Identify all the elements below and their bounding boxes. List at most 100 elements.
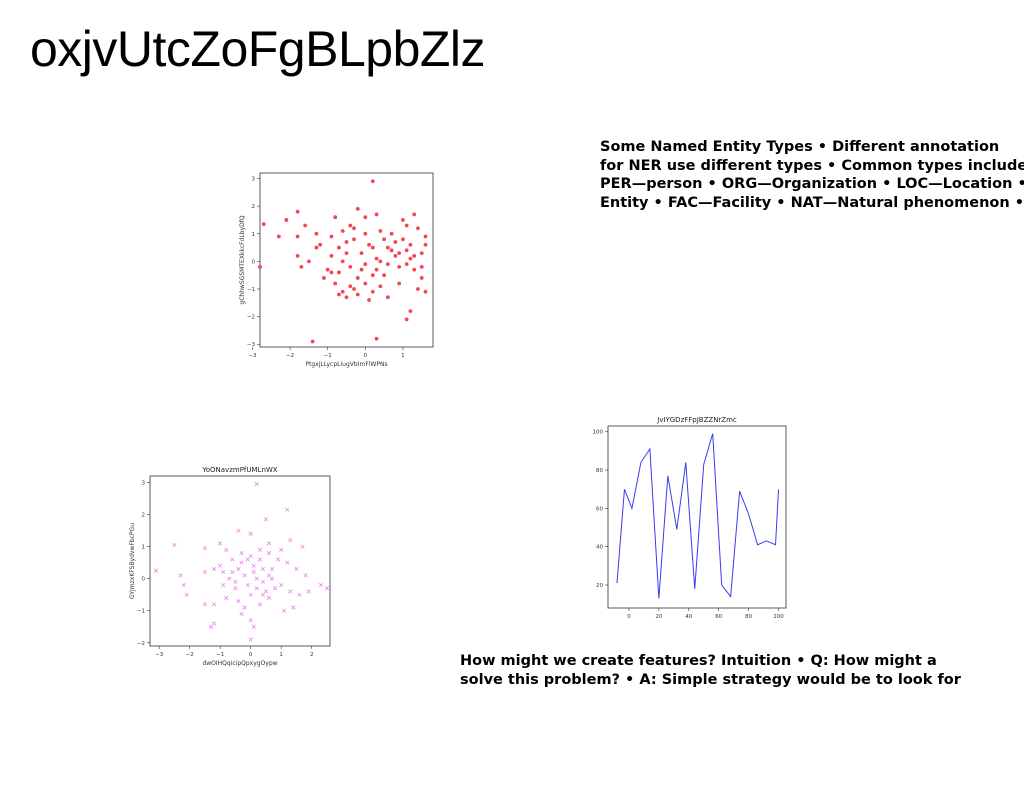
scatter-point bbox=[419, 276, 424, 280]
y-tick-label: −3 bbox=[247, 342, 256, 348]
scatter-point bbox=[374, 267, 379, 272]
scatter-point bbox=[295, 253, 300, 258]
scatter-point bbox=[348, 223, 353, 228]
scatter-point bbox=[423, 289, 428, 294]
scatter-point bbox=[261, 222, 266, 226]
scatter-point bbox=[419, 265, 424, 269]
scatter-point bbox=[324, 586, 330, 591]
scatter-point bbox=[385, 262, 390, 267]
scatter-chart-red: −3 −2 −1 0 1 −3 −2 −1 0 1 2 3 PtgxjLLycpLiugVbImFlWP… bbox=[239, 172, 434, 368]
scatter-point bbox=[257, 557, 262, 562]
text-line: PER—person • ORG—Organization • LOC—Loca… bbox=[600, 176, 1024, 192]
x-tick-label: 1 bbox=[279, 652, 283, 658]
scatter-point bbox=[211, 602, 217, 607]
x-tick-label: 100 bbox=[773, 614, 784, 620]
scatter-point bbox=[367, 298, 371, 302]
x-tick-label: 0 bbox=[249, 652, 253, 658]
y-tick-label: 0 bbox=[142, 577, 146, 583]
y-tick-label: 0 bbox=[252, 259, 256, 265]
scatter-point bbox=[291, 605, 296, 610]
scatter-point bbox=[242, 605, 247, 610]
scatter-point bbox=[412, 267, 417, 272]
y-tick-label: 80 bbox=[596, 468, 603, 474]
scatter-point bbox=[288, 589, 293, 594]
scatter-point bbox=[202, 546, 207, 551]
scatter-point bbox=[344, 295, 349, 300]
y-tick-label: 2 bbox=[252, 204, 256, 210]
scatter-point bbox=[258, 265, 262, 269]
scatter-point bbox=[318, 582, 323, 588]
scatter-point bbox=[236, 528, 241, 533]
scatter-point bbox=[318, 242, 323, 247]
scatter-point bbox=[218, 563, 223, 568]
scatter-point bbox=[363, 262, 368, 267]
scatter-point bbox=[239, 611, 244, 617]
scatter-point bbox=[314, 245, 319, 250]
scatter-point bbox=[273, 586, 278, 591]
scatter-point bbox=[257, 547, 262, 552]
scatter-point bbox=[393, 240, 398, 244]
scatter-point bbox=[329, 270, 334, 275]
scatter-point bbox=[333, 281, 338, 286]
scatter-point bbox=[404, 317, 409, 322]
y-tick-label: 60 bbox=[596, 506, 603, 512]
x-tick-label: −3 bbox=[248, 353, 257, 359]
scatter-point bbox=[172, 542, 177, 548]
scatter-point bbox=[236, 566, 241, 572]
scatter-point bbox=[367, 242, 371, 247]
scatter-point bbox=[245, 582, 250, 588]
scatter-point bbox=[370, 179, 375, 184]
scatter-point bbox=[397, 281, 402, 286]
plot-frame bbox=[259, 172, 434, 348]
scatter-point bbox=[211, 621, 217, 626]
scatter-point bbox=[419, 251, 424, 255]
scatter-point bbox=[260, 592, 265, 597]
scatter-point bbox=[266, 595, 272, 600]
line-chart-blue: JvIYGDzFFpJBZZNrZmc 0 20 40 60 80 100 20 40 60 80 1… bbox=[593, 416, 787, 620]
scatter-point bbox=[401, 237, 405, 242]
x-axis-label: PtgxjLLycpLiugVbImFlWPNs bbox=[305, 361, 387, 368]
text-block-features: How might we create features? Intuition … bbox=[460, 652, 961, 689]
scatter-point bbox=[359, 267, 364, 272]
scatter-point bbox=[397, 265, 402, 269]
line-series bbox=[616, 433, 780, 599]
text-line: for NER use different types • Common typ… bbox=[600, 157, 1024, 174]
scatter-point bbox=[284, 218, 289, 222]
scatter-point bbox=[378, 284, 383, 289]
scatter-point bbox=[299, 265, 304, 269]
y-tick-label: 1 bbox=[142, 545, 146, 551]
scatter-point bbox=[224, 595, 229, 600]
scatter-point bbox=[248, 637, 253, 642]
scatter-point bbox=[412, 212, 417, 217]
scatter-point bbox=[359, 251, 364, 255]
scatter-point bbox=[242, 573, 247, 578]
x-tick-label: −1 bbox=[324, 353, 332, 359]
scatter-point bbox=[227, 576, 232, 581]
scatter-point bbox=[374, 336, 379, 341]
scatter-point bbox=[329, 234, 334, 239]
scatter-point bbox=[382, 237, 387, 242]
scatter-point bbox=[355, 292, 360, 297]
y-tick-label: −2 bbox=[137, 641, 145, 647]
scatter-point bbox=[416, 287, 420, 291]
scatter-point bbox=[344, 240, 349, 244]
x-tick-label: 0 bbox=[627, 614, 631, 620]
scatter-chart-magenta: YoONavzmPfUMLnWX −3 −2 −1 0 1 2 −2 −1 0 1 2 3 dwOIHQq… bbox=[129, 466, 331, 667]
scatter-point bbox=[352, 287, 356, 291]
scatter-point bbox=[254, 576, 259, 581]
scatter-point bbox=[378, 259, 383, 264]
scatter-point bbox=[248, 554, 253, 559]
scatter-point bbox=[370, 245, 375, 250]
scatter-point bbox=[279, 582, 284, 588]
scatter-point bbox=[230, 557, 235, 562]
scatter-point bbox=[251, 563, 256, 568]
scatter-point bbox=[263, 517, 269, 522]
scatter-point bbox=[329, 253, 334, 258]
scatter-point bbox=[370, 273, 375, 278]
scatter-point bbox=[239, 560, 244, 565]
scatter-point bbox=[297, 592, 302, 597]
scatter-point bbox=[397, 251, 402, 255]
x-axis-label: dwOIHQqicipQpxygOypw bbox=[202, 660, 277, 667]
scatter-point bbox=[385, 295, 390, 300]
scatter-point bbox=[295, 234, 300, 239]
